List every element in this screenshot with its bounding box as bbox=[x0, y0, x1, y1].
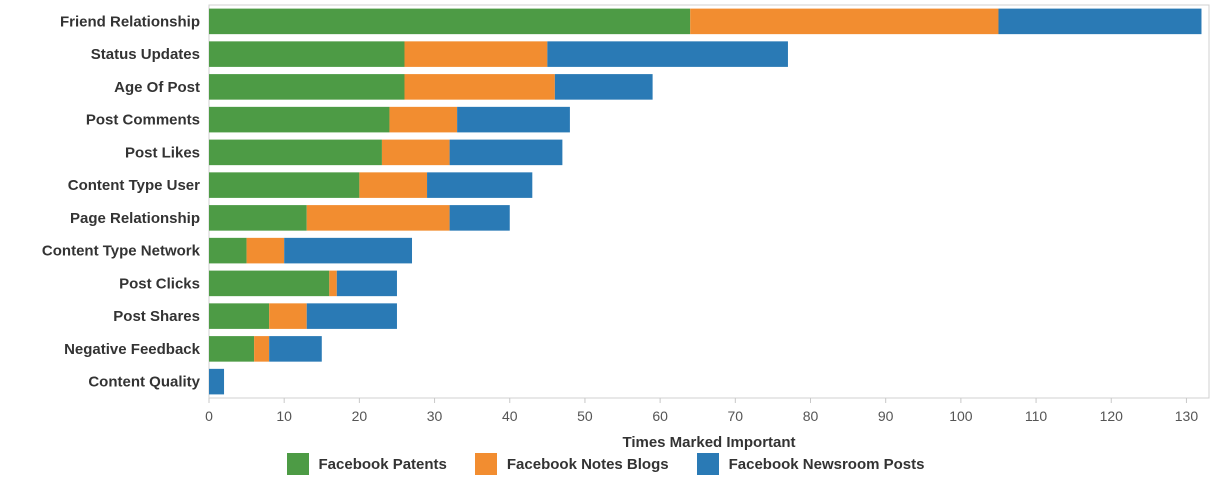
category-label: Post Clicks bbox=[119, 275, 200, 292]
category-label: Age Of Post bbox=[114, 79, 200, 96]
x-tick-label: 70 bbox=[728, 408, 744, 424]
x-tick-label: 30 bbox=[427, 408, 443, 424]
legend-label: Facebook Notes Blogs bbox=[506, 455, 669, 473]
x-tick-label: 50 bbox=[577, 408, 593, 424]
x-tick-label: 20 bbox=[352, 408, 368, 424]
bar-segment bbox=[554, 74, 653, 100]
x-tick-label: 80 bbox=[803, 408, 819, 424]
bar-segment bbox=[209, 270, 330, 297]
bar-segment bbox=[329, 270, 337, 297]
x-tick-label: 130 bbox=[1175, 408, 1199, 424]
bar-segment bbox=[209, 237, 247, 264]
bar-segment bbox=[457, 106, 570, 133]
x-tick-label: 90 bbox=[878, 408, 894, 424]
bar-segment bbox=[209, 172, 360, 198]
bar-segment bbox=[547, 41, 788, 67]
category-label: Page Relationship bbox=[70, 210, 200, 227]
bar-segment bbox=[209, 8, 691, 35]
bar-segment bbox=[209, 139, 382, 166]
x-tick-label: 40 bbox=[502, 408, 518, 424]
legend-item: Facebook Newsroom Posts bbox=[696, 453, 925, 475]
plot-frame bbox=[208, 4, 1210, 399]
bar-segment bbox=[246, 237, 285, 264]
bar-segment bbox=[254, 336, 270, 362]
x-axis-ticks: 0 10 20 30 40 50 60 70 80 90 100 110 120 130 bbox=[205, 398, 1198, 424]
legend-item: Facebook Notes Blogs bbox=[474, 453, 669, 475]
bar-segment bbox=[690, 8, 999, 35]
bar-segment bbox=[284, 237, 413, 264]
bar-segment bbox=[404, 74, 555, 100]
category-label: Negative Feedback bbox=[64, 341, 201, 358]
category-label: Content Quality bbox=[88, 374, 200, 391]
legend-label: Facebook Newsroom Posts bbox=[728, 455, 925, 473]
bar-segment bbox=[306, 205, 450, 231]
bar-segment bbox=[209, 336, 255, 362]
x-tick-label: 10 bbox=[276, 408, 292, 424]
category-label: Post Shares bbox=[113, 308, 200, 325]
category-label: Content Type User bbox=[68, 177, 200, 194]
bar-segment bbox=[209, 303, 270, 329]
x-tick-label: 100 bbox=[949, 408, 973, 424]
bar-segment bbox=[381, 139, 450, 166]
x-tick-label: 60 bbox=[652, 408, 668, 424]
category-label: Friend Relationship bbox=[60, 13, 200, 30]
bar-segment bbox=[209, 106, 390, 133]
bar-segment bbox=[269, 303, 307, 329]
legend-item: Facebook Patents bbox=[286, 453, 447, 475]
x-tick-label: 0 bbox=[205, 408, 213, 424]
bar-segment bbox=[389, 106, 458, 133]
legend-swatch bbox=[696, 453, 719, 475]
bar-segment bbox=[404, 41, 548, 67]
bar-segment bbox=[209, 41, 405, 67]
legend-swatch bbox=[474, 453, 497, 475]
legend: Facebook Patents Facebook Notes Blogs Face… bbox=[0, 452, 1211, 476]
bar-segment bbox=[449, 139, 563, 166]
legend-swatch bbox=[286, 453, 309, 475]
bar-segment bbox=[209, 205, 307, 231]
bar-segment bbox=[336, 270, 397, 297]
category-label: Post Comments bbox=[86, 112, 200, 129]
bar-segment bbox=[269, 336, 322, 362]
category-label: Content Type Network bbox=[42, 243, 201, 260]
category-labels: Friend Relationship Status Updates Age Of … bbox=[42, 13, 201, 390]
bars-layer bbox=[209, 8, 1202, 395]
x-tick-label: 110 bbox=[1025, 408, 1048, 424]
x-axis-title: Times Marked Important bbox=[622, 434, 795, 451]
bar-segment bbox=[359, 172, 428, 198]
bar-segment bbox=[998, 8, 1202, 35]
bar-segment bbox=[209, 368, 225, 395]
category-label: Post Likes bbox=[125, 144, 200, 161]
category-label: Status Updates bbox=[91, 46, 200, 63]
bar-segment bbox=[306, 303, 397, 329]
bar-segment bbox=[449, 205, 510, 231]
x-tick-label: 120 bbox=[1100, 408, 1124, 424]
bar-segment bbox=[427, 172, 533, 198]
bar-segment bbox=[209, 74, 405, 100]
legend-label: Facebook Patents bbox=[318, 455, 447, 473]
